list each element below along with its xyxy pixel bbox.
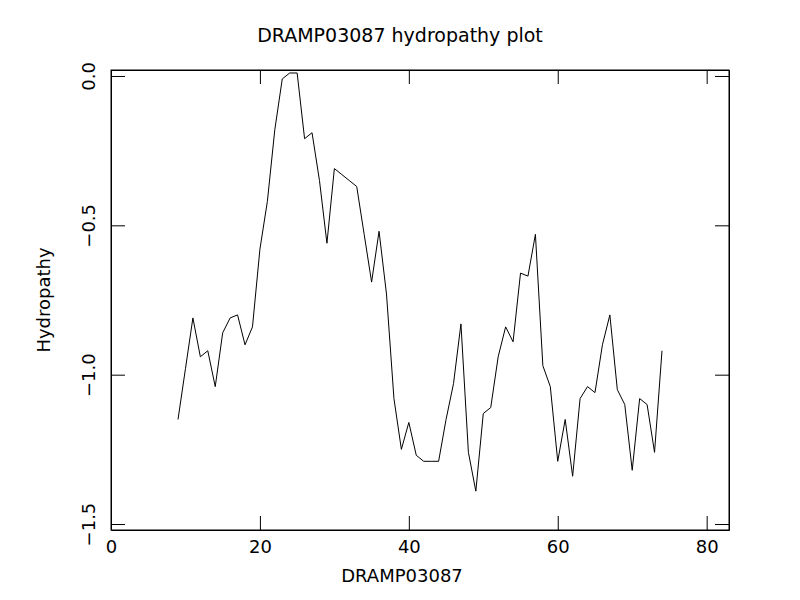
tick-mark	[707, 70, 708, 84]
tick-mark	[409, 516, 410, 530]
tick: 60	[547, 516, 570, 557]
tick: −0.5	[78, 204, 125, 248]
tick-label: −1.0	[78, 353, 99, 397]
axis-line	[112, 70, 730, 71]
tick-mark	[558, 70, 559, 84]
tick-label: −1.5	[78, 503, 99, 547]
axis-line	[112, 530, 730, 531]
tick-label: −0.5	[78, 204, 99, 248]
tick-mark	[111, 76, 125, 77]
tick	[715, 375, 729, 376]
x-axis: 0 20 40 60 80	[106, 516, 730, 557]
tick	[558, 70, 559, 84]
tick-mark	[260, 516, 261, 530]
tick-label: 60	[547, 536, 570, 557]
axis-line	[729, 71, 730, 531]
axis-line	[111, 71, 112, 531]
tick-mark	[111, 225, 125, 226]
series-group	[178, 73, 662, 491]
y-axis-right	[715, 71, 730, 531]
tick-mark	[715, 225, 729, 226]
tick	[715, 524, 729, 525]
tick-label: 80	[696, 536, 719, 557]
x-axis-top	[112, 70, 730, 84]
chart: 0 20 40 60 80 0.0 −0.5 −1.0 −1.5 DRAMP03087 hydro…	[0, 0, 800, 600]
tick-label: 0	[106, 536, 117, 557]
tick-mark	[707, 516, 708, 530]
tick	[409, 70, 410, 84]
y-axis: 0.0 −0.5 −1.0 −1.5	[78, 62, 125, 546]
tick: −1.5	[78, 503, 125, 547]
tick: 20	[249, 516, 272, 557]
tick-mark	[111, 375, 125, 376]
tick: −1.0	[78, 353, 125, 397]
title: DRAMP03087 hydropathy plot	[257, 24, 543, 46]
tick-mark	[260, 70, 261, 84]
tick-mark	[715, 76, 729, 77]
tick-mark	[558, 516, 559, 530]
tick-mark	[409, 70, 410, 84]
tick	[715, 225, 729, 226]
plot: 0 20 40 60 80 0.0 −0.5 −1.0 −1.5	[78, 62, 730, 557]
tick-label: 20	[249, 536, 272, 557]
tick	[260, 70, 261, 84]
tick	[707, 70, 708, 84]
tick: 40	[398, 516, 421, 557]
tick-mark	[715, 524, 729, 525]
x-axis-title: DRAMP03087	[341, 565, 463, 586]
plot-frame	[111, 70, 729, 530]
tick: 80	[696, 516, 719, 557]
tick-label: 0.0	[78, 62, 99, 91]
tick-mark	[111, 524, 125, 525]
tick	[715, 76, 729, 77]
tick-label: 40	[398, 536, 421, 557]
tick-mark	[715, 375, 729, 376]
hydropathy-line	[178, 73, 662, 491]
tick: 0.0	[78, 62, 125, 91]
y-axis-title: Hydropathy	[33, 247, 54, 353]
